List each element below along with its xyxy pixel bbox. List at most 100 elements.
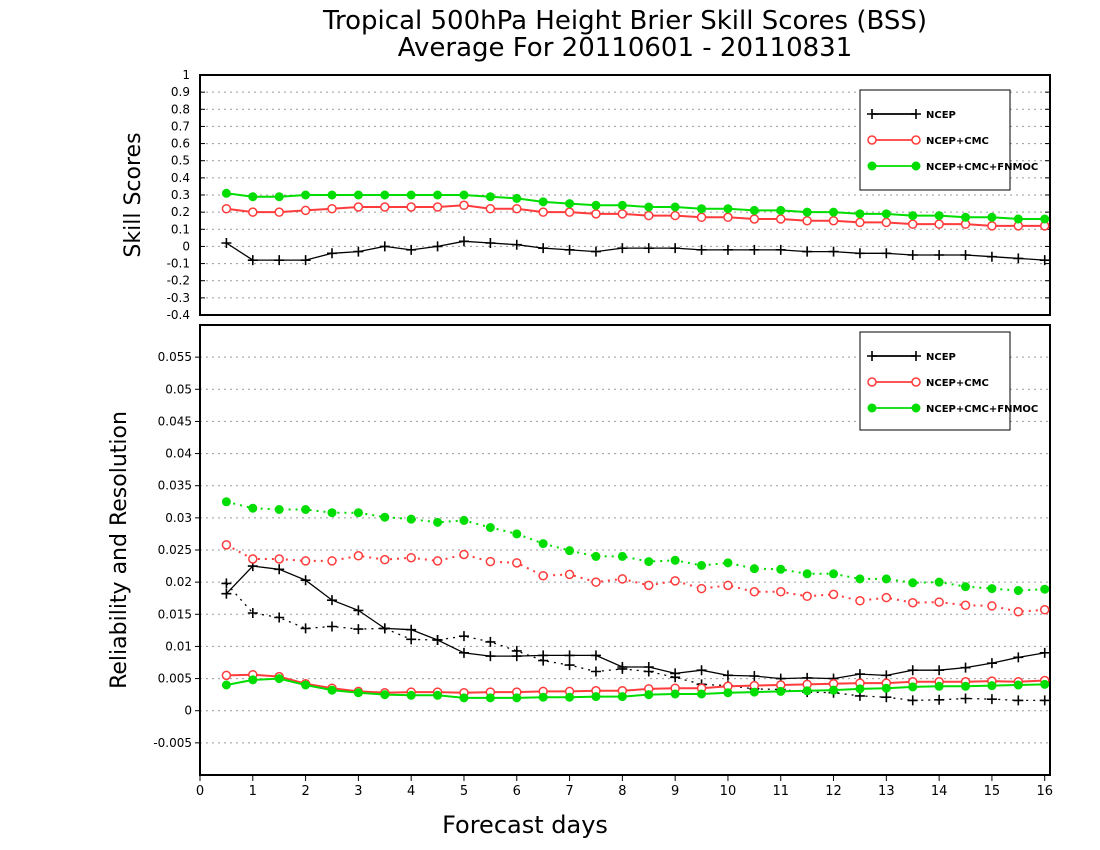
- data-point-ncep-cmc-fnmoc: [591, 692, 601, 702]
- data-point-ncep-cmc-fnmoc: [1040, 679, 1050, 689]
- data-point-ncep-cmc-fnmoc: [380, 512, 390, 522]
- x-tick-label: 4: [407, 784, 415, 799]
- data-point-ncep: [590, 666, 601, 677]
- data-point-ncep: [881, 692, 892, 703]
- data-point-ncep-cmc-fnmoc: [802, 569, 812, 579]
- data-point-ncep-cmc-fnmoc: [697, 204, 707, 214]
- legend-box: [859, 331, 1011, 431]
- x-tick-label: 10: [720, 784, 737, 799]
- data-point-ncep: [722, 244, 733, 255]
- data-point-ncep-cmc-fnmoc: [327, 685, 337, 695]
- data-point-ncep-cmc-fnmoc: [670, 689, 680, 699]
- data-point-ncep: [802, 246, 813, 257]
- data-point-ncep: [300, 255, 311, 266]
- y-tick-label: -0.2: [167, 274, 190, 288]
- data-point-ncep-cmc-fnmoc: [353, 688, 363, 698]
- data-point-ncep: [907, 665, 918, 676]
- plot-frame: [199, 324, 1051, 776]
- data-point-ncep-cmc-fnmoc: [221, 497, 231, 507]
- legend: NCEP NCEP+CMC NCEP+CMC+FNMOC: [859, 331, 1038, 431]
- legend-marker: [911, 377, 921, 387]
- data-point-ncep-cmc-fnmoc: [670, 555, 680, 565]
- y-tick-label: 1: [182, 68, 190, 82]
- data-point-ncep: [511, 645, 522, 656]
- x-tick-label: 9: [671, 784, 679, 799]
- data-point-ncep: [406, 624, 417, 635]
- y-tick-label: 0.8: [171, 102, 190, 116]
- x-tick-label: 2: [301, 784, 309, 799]
- data-point-ncep-cmc-fnmoc: [591, 551, 601, 561]
- data-point-ncep-cmc: [723, 212, 733, 223]
- data-point-ncep-cmc-fnmoc: [802, 207, 812, 217]
- data-point-ncep-cmc-fnmoc: [776, 205, 786, 215]
- data-point-ncep-cmc: [749, 587, 760, 597]
- data-point-ncep-cmc-fnmoc: [512, 193, 522, 203]
- data-point-ncep-cmc: [591, 577, 601, 587]
- data-point-ncep: [1013, 253, 1024, 264]
- data-point-ncep: [432, 241, 443, 252]
- data-point-ncep-cmc-fnmoc: [855, 574, 865, 584]
- data-point-ncep-cmc-fnmoc: [433, 190, 443, 200]
- data-point-ncep-cmc-fnmoc: [248, 503, 258, 513]
- data-point-ncep-cmc-fnmoc: [485, 523, 495, 532]
- data-point-ncep-cmc-fnmoc: [697, 560, 707, 570]
- y-tick-label: 0.035: [158, 479, 192, 493]
- data-point-ncep: [1039, 647, 1050, 658]
- data-point-ncep: [485, 636, 496, 647]
- data-point-ncep-cmc: [485, 203, 496, 214]
- x-tick-label: 1: [249, 784, 257, 799]
- data-point-ncep: [274, 612, 285, 623]
- data-point-ncep-cmc-fnmoc: [459, 693, 469, 703]
- data-point-ncep-cmc: [960, 600, 971, 611]
- data-point-ncep: [986, 694, 997, 705]
- y-tick-label: 0.5: [171, 154, 190, 168]
- data-point-ncep: [564, 244, 575, 255]
- x-tick-label: 15: [984, 784, 1001, 799]
- data-point-ncep-cmc-fnmoc: [327, 190, 337, 200]
- data-point-ncep-cmc: [406, 552, 416, 563]
- data-point-ncep-cmc: [855, 596, 865, 606]
- data-point-ncep: [643, 243, 654, 254]
- y-tick-label: 0.1: [171, 222, 190, 236]
- x-tick-label: 5: [460, 784, 468, 799]
- data-point-ncep: [326, 595, 337, 606]
- data-point-ncep: [458, 647, 469, 658]
- legend-marker: [911, 135, 921, 145]
- data-point-ncep-cmc-fnmoc: [512, 529, 522, 539]
- x-tick-label: 3: [354, 784, 362, 799]
- data-point-ncep-cmc-fnmoc: [617, 692, 627, 702]
- data-point-ncep-cmc-fnmoc: [934, 577, 944, 587]
- data-point-ncep-cmc: [644, 580, 654, 591]
- data-point-ncep-cmc-fnmoc: [855, 684, 865, 694]
- data-point-ncep-cmc-fnmoc: [644, 202, 654, 212]
- x-tick-label: 0: [196, 784, 204, 799]
- data-point-ncep-cmc-fnmoc: [380, 190, 390, 200]
- data-point-ncep-cmc-fnmoc: [829, 207, 839, 217]
- data-point-ncep-cmc-fnmoc: [512, 693, 522, 703]
- legend-marker: [867, 351, 877, 361]
- data-point-ncep-cmc-fnmoc: [617, 551, 627, 561]
- data-point-ncep: [353, 605, 364, 616]
- data-point-ncep: [221, 238, 232, 248]
- series-group: [221, 497, 1050, 706]
- data-point-ncep-cmc-fnmoc: [749, 205, 759, 215]
- data-point-ncep-cmc-fnmoc: [406, 690, 416, 700]
- data-point-ncep-cmc: [459, 549, 469, 560]
- data-point-ncep-cmc-fnmoc: [934, 211, 944, 221]
- y-tick-label: 0.05: [165, 382, 192, 396]
- data-point-ncep: [432, 635, 443, 645]
- legend-label: NCEP: [926, 352, 956, 363]
- y-tick-label: -0.4: [167, 308, 190, 322]
- data-point-ncep-cmc-fnmoc: [961, 212, 971, 222]
- data-point-ncep: [564, 660, 575, 671]
- data-point-ncep-cmc: [617, 209, 628, 219]
- data-point-ncep: [934, 665, 945, 676]
- data-point-ncep: [326, 248, 337, 259]
- data-point-ncep-cmc-fnmoc: [829, 685, 839, 695]
- legend-marker: [867, 377, 877, 387]
- data-point-ncep-cmc: [696, 583, 707, 594]
- data-point-ncep-cmc-fnmoc: [723, 688, 733, 698]
- legend-marker: [911, 403, 921, 413]
- data-point-ncep-cmc: [564, 207, 575, 217]
- data-point-ncep: [960, 250, 971, 260]
